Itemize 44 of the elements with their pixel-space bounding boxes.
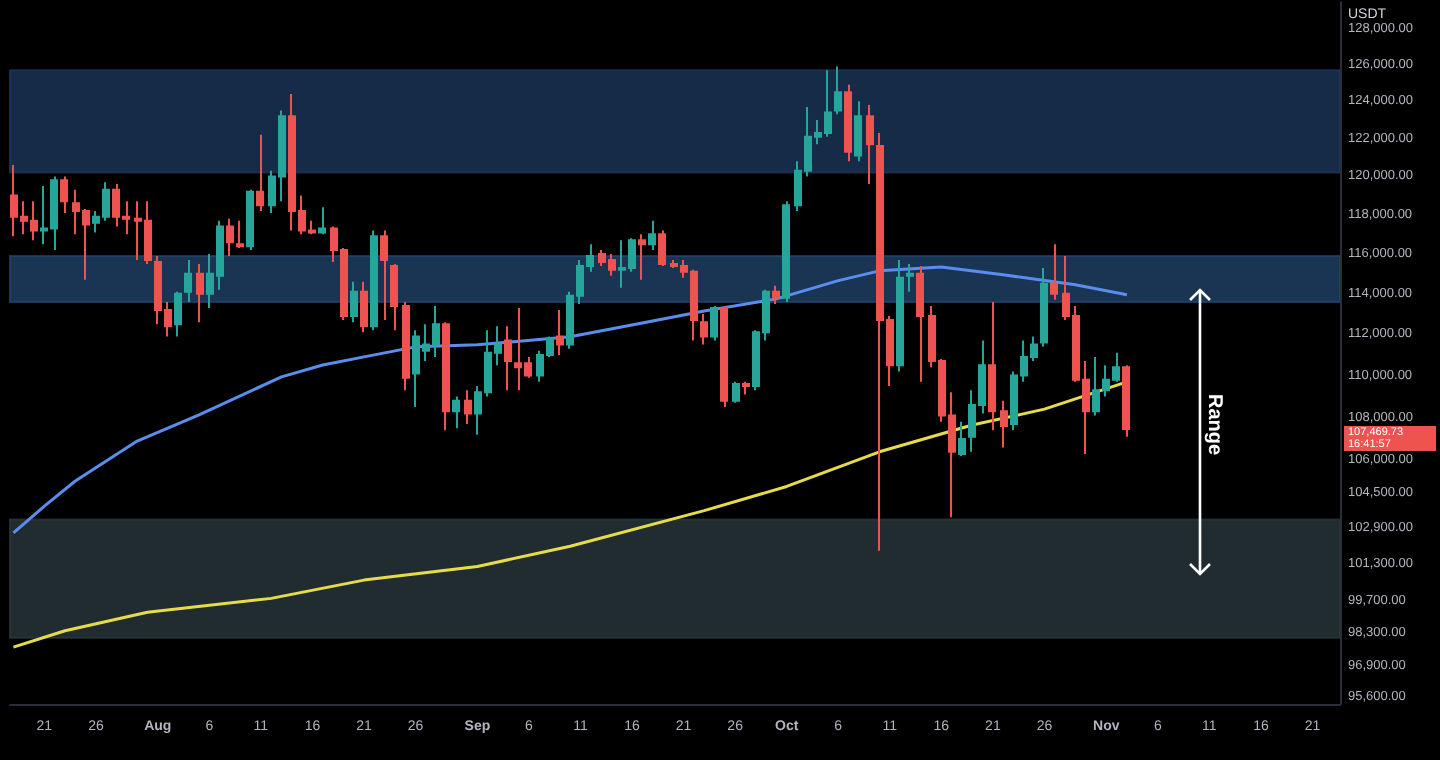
candlestick bbox=[638, 233, 646, 281]
candlestick bbox=[556, 308, 564, 356]
candlestick bbox=[1050, 243, 1058, 301]
candlestick bbox=[452, 395, 460, 430]
candlestick bbox=[402, 300, 410, 392]
candlestick bbox=[916, 264, 924, 383]
candlestick bbox=[60, 175, 68, 214]
candlestick bbox=[1122, 364, 1130, 438]
annotation: Range bbox=[1203, 394, 1225, 456]
candlestick bbox=[380, 229, 388, 322]
candlestick bbox=[246, 188, 254, 252]
candlestick bbox=[442, 321, 450, 432]
candlestick bbox=[360, 280, 368, 334]
candlestick bbox=[236, 219, 244, 250]
candlestick bbox=[958, 420, 966, 458]
candlestick bbox=[504, 325, 512, 392]
candlestick bbox=[854, 100, 862, 163]
candlestick bbox=[844, 83, 852, 163]
candlestick bbox=[464, 389, 472, 425]
candlestick bbox=[390, 262, 398, 332]
candlestick bbox=[256, 133, 264, 213]
candlestick bbox=[732, 380, 740, 404]
candlestick bbox=[782, 200, 790, 303]
line-series bbox=[11, 265, 1129, 535]
candlestick bbox=[226, 217, 234, 257]
candlestick bbox=[772, 284, 780, 305]
candlestick bbox=[658, 229, 666, 267]
candlestick bbox=[720, 304, 728, 409]
candlestick bbox=[742, 380, 750, 396]
candlestick bbox=[648, 219, 656, 252]
candlestick bbox=[710, 304, 718, 342]
candlestick bbox=[1000, 399, 1008, 449]
candlestick bbox=[318, 206, 326, 236]
candlestick bbox=[1040, 266, 1048, 348]
candlestick bbox=[906, 262, 914, 293]
candlestick bbox=[174, 290, 182, 338]
candlestick bbox=[896, 258, 904, 373]
candlestick bbox=[866, 104, 874, 186]
candlestick bbox=[700, 313, 708, 346]
candlestick bbox=[184, 258, 192, 303]
candlestick bbox=[350, 280, 358, 324]
candlestick bbox=[370, 229, 378, 332]
candlestick bbox=[196, 262, 204, 324]
candlestick bbox=[988, 300, 996, 432]
